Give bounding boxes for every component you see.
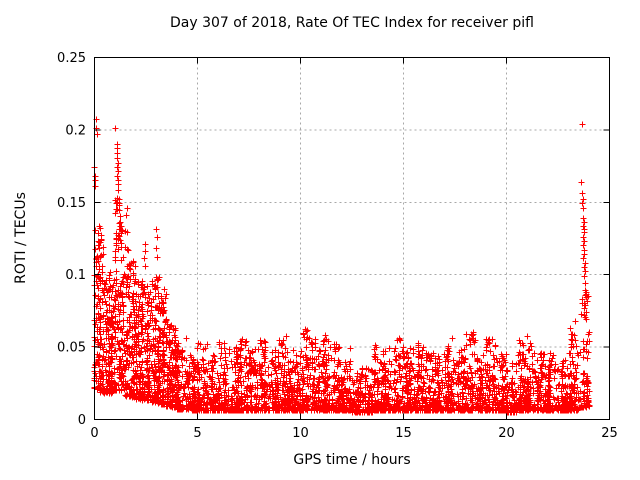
y-tick-label: 0.15	[57, 196, 86, 211]
y-tick-label: 0.1	[65, 268, 86, 283]
y-tick-label: 0.2	[65, 123, 86, 138]
y-tick-label: 0.05	[57, 341, 86, 356]
x-tick-label: 5	[193, 426, 201, 441]
y-tick-label: 0.25	[57, 51, 86, 66]
x-tick-label: 20	[498, 426, 515, 441]
plot-border-and-ticks	[94, 57, 610, 420]
x-tick-label: 25	[601, 426, 618, 441]
grid-lines	[94, 57, 610, 420]
chart-title: Day 307 of 2018, Rate Of TEC Index for r…	[170, 15, 534, 31]
x-tick-label: 10	[292, 426, 309, 441]
x-tick-label: 15	[395, 426, 412, 441]
y-tick-label: 0	[78, 413, 86, 428]
scatter-points	[91, 116, 593, 416]
x-axis-label: GPS time / hours	[293, 452, 411, 468]
x-tick-label: 0	[90, 426, 98, 441]
